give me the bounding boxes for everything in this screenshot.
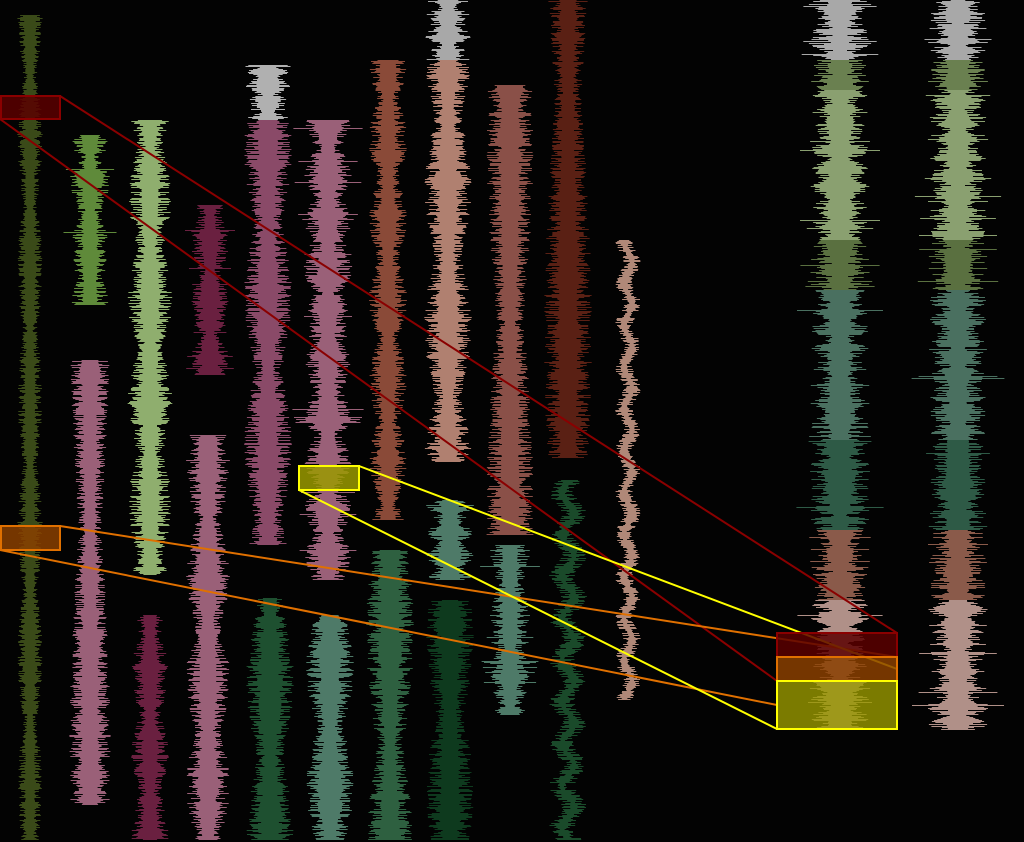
track-12-waveform [69,360,111,805]
track-11-waveform [615,240,641,700]
track-19-waveform [480,545,540,715]
track-5-cap [245,65,291,120]
yellow-link-line-bottom [298,489,778,730]
track-3-waveform [127,120,173,575]
overview-column-1-segment-1 [801,0,879,60]
overview-column-1-segment-7 [809,530,871,600]
red-link-line-top [59,95,898,634]
orange-selection-source[interactable] [0,525,61,551]
track-18-waveform [426,600,474,840]
track-8-cap [425,0,471,60]
overview-column-1-segment-5 [797,290,883,440]
overview-column-2-segment-8 [912,600,1004,730]
overview-column-2-segment-3 [914,90,1002,240]
overview-column-1-segment-3 [800,90,880,240]
overview-column-1-segment-4 [800,240,880,290]
red-link-line-bottom [0,118,778,682]
track-5-waveform [244,120,292,545]
yellow-selection-source[interactable] [298,465,360,491]
orange-link-line-bottom [0,549,778,706]
red-selection-target[interactable] [776,632,898,658]
track-7-waveform [369,60,407,520]
track-15-waveform [246,598,294,840]
track-4-waveform [185,205,235,375]
overview-column-2-segment-5 [911,290,1005,440]
track-8-waveform [424,60,472,462]
yellow-selection-target[interactable] [776,680,898,730]
overview-column-1-segment-2 [811,60,869,90]
track-14-waveform [186,435,230,840]
overview-column-2-segment-7 [928,530,988,600]
red-selection-source[interactable] [0,95,61,120]
track-20-waveform [549,480,587,840]
orange-selection-target[interactable] [776,656,898,682]
track-2-waveform [63,135,117,305]
waveform-tracks [17,0,641,840]
selections[interactable] [0,95,898,730]
overview-column-1-segment-6 [796,440,884,530]
track-17-waveform [366,550,414,840]
overview-column-2-segment-4 [917,240,999,290]
orange-link-line-top [59,525,898,658]
overview-column-2-segment-2 [928,60,988,90]
track-10-waveform [544,0,592,458]
overview-column-2-segment-1 [924,0,992,60]
overview-column-2-segment-6 [926,440,990,530]
track-13-waveform [131,615,169,840]
